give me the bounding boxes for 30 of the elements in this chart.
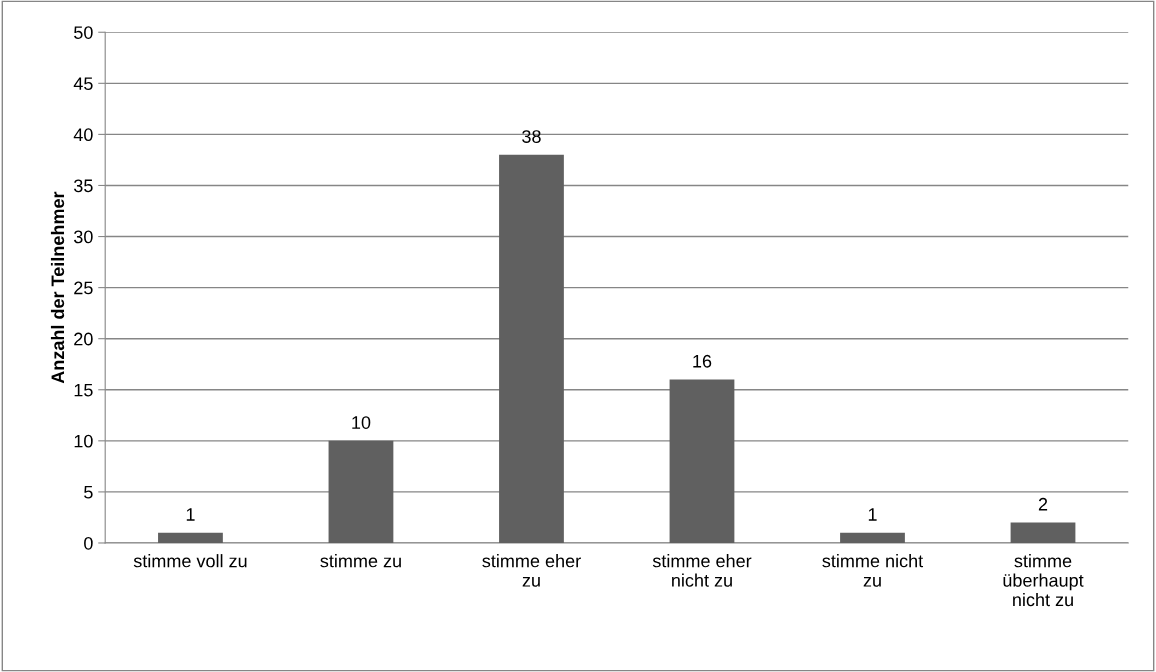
x-tick-label: stimme nicht zu (822, 554, 924, 587)
bar (158, 532, 223, 543)
x-tick-label: stimme voll zu (133, 554, 247, 568)
y-tick-label: 10 (74, 434, 93, 448)
y-axis-title: Anzahl der Teilnehmer (50, 191, 65, 384)
data-label: 10 (352, 416, 371, 429)
y-tick-label: 5 (84, 486, 93, 499)
data-label: 16 (693, 354, 712, 368)
data-label: 1 (186, 508, 195, 521)
data-label: 38 (522, 130, 541, 143)
x-tick-label: stimme eher zu (482, 554, 581, 587)
bar (840, 532, 905, 543)
y-tick-label: 50 (74, 26, 93, 39)
y-tick-label: 20 (74, 332, 93, 346)
data-label: 2 (1038, 497, 1048, 511)
bar (499, 154, 564, 543)
y-tick-label: 30 (74, 230, 93, 244)
y-tick-label: 45 (73, 77, 93, 91)
bar (328, 440, 394, 543)
bar (669, 379, 735, 543)
y-tick-label: 15 (74, 383, 93, 397)
x-tick-label: stimme überhaupt nicht zu (1003, 554, 1084, 607)
data-label: 1 (868, 508, 877, 521)
y-tick-label: 40 (73, 128, 93, 142)
y-tick-label: 25 (74, 281, 93, 295)
y-tick-label: 0 (84, 536, 93, 550)
y-tick-label: 35 (74, 179, 93, 193)
x-tick-label: stimme zu (320, 554, 401, 568)
x-tick-label: stimme eher nicht zu (652, 554, 752, 587)
bar (1010, 522, 1076, 543)
